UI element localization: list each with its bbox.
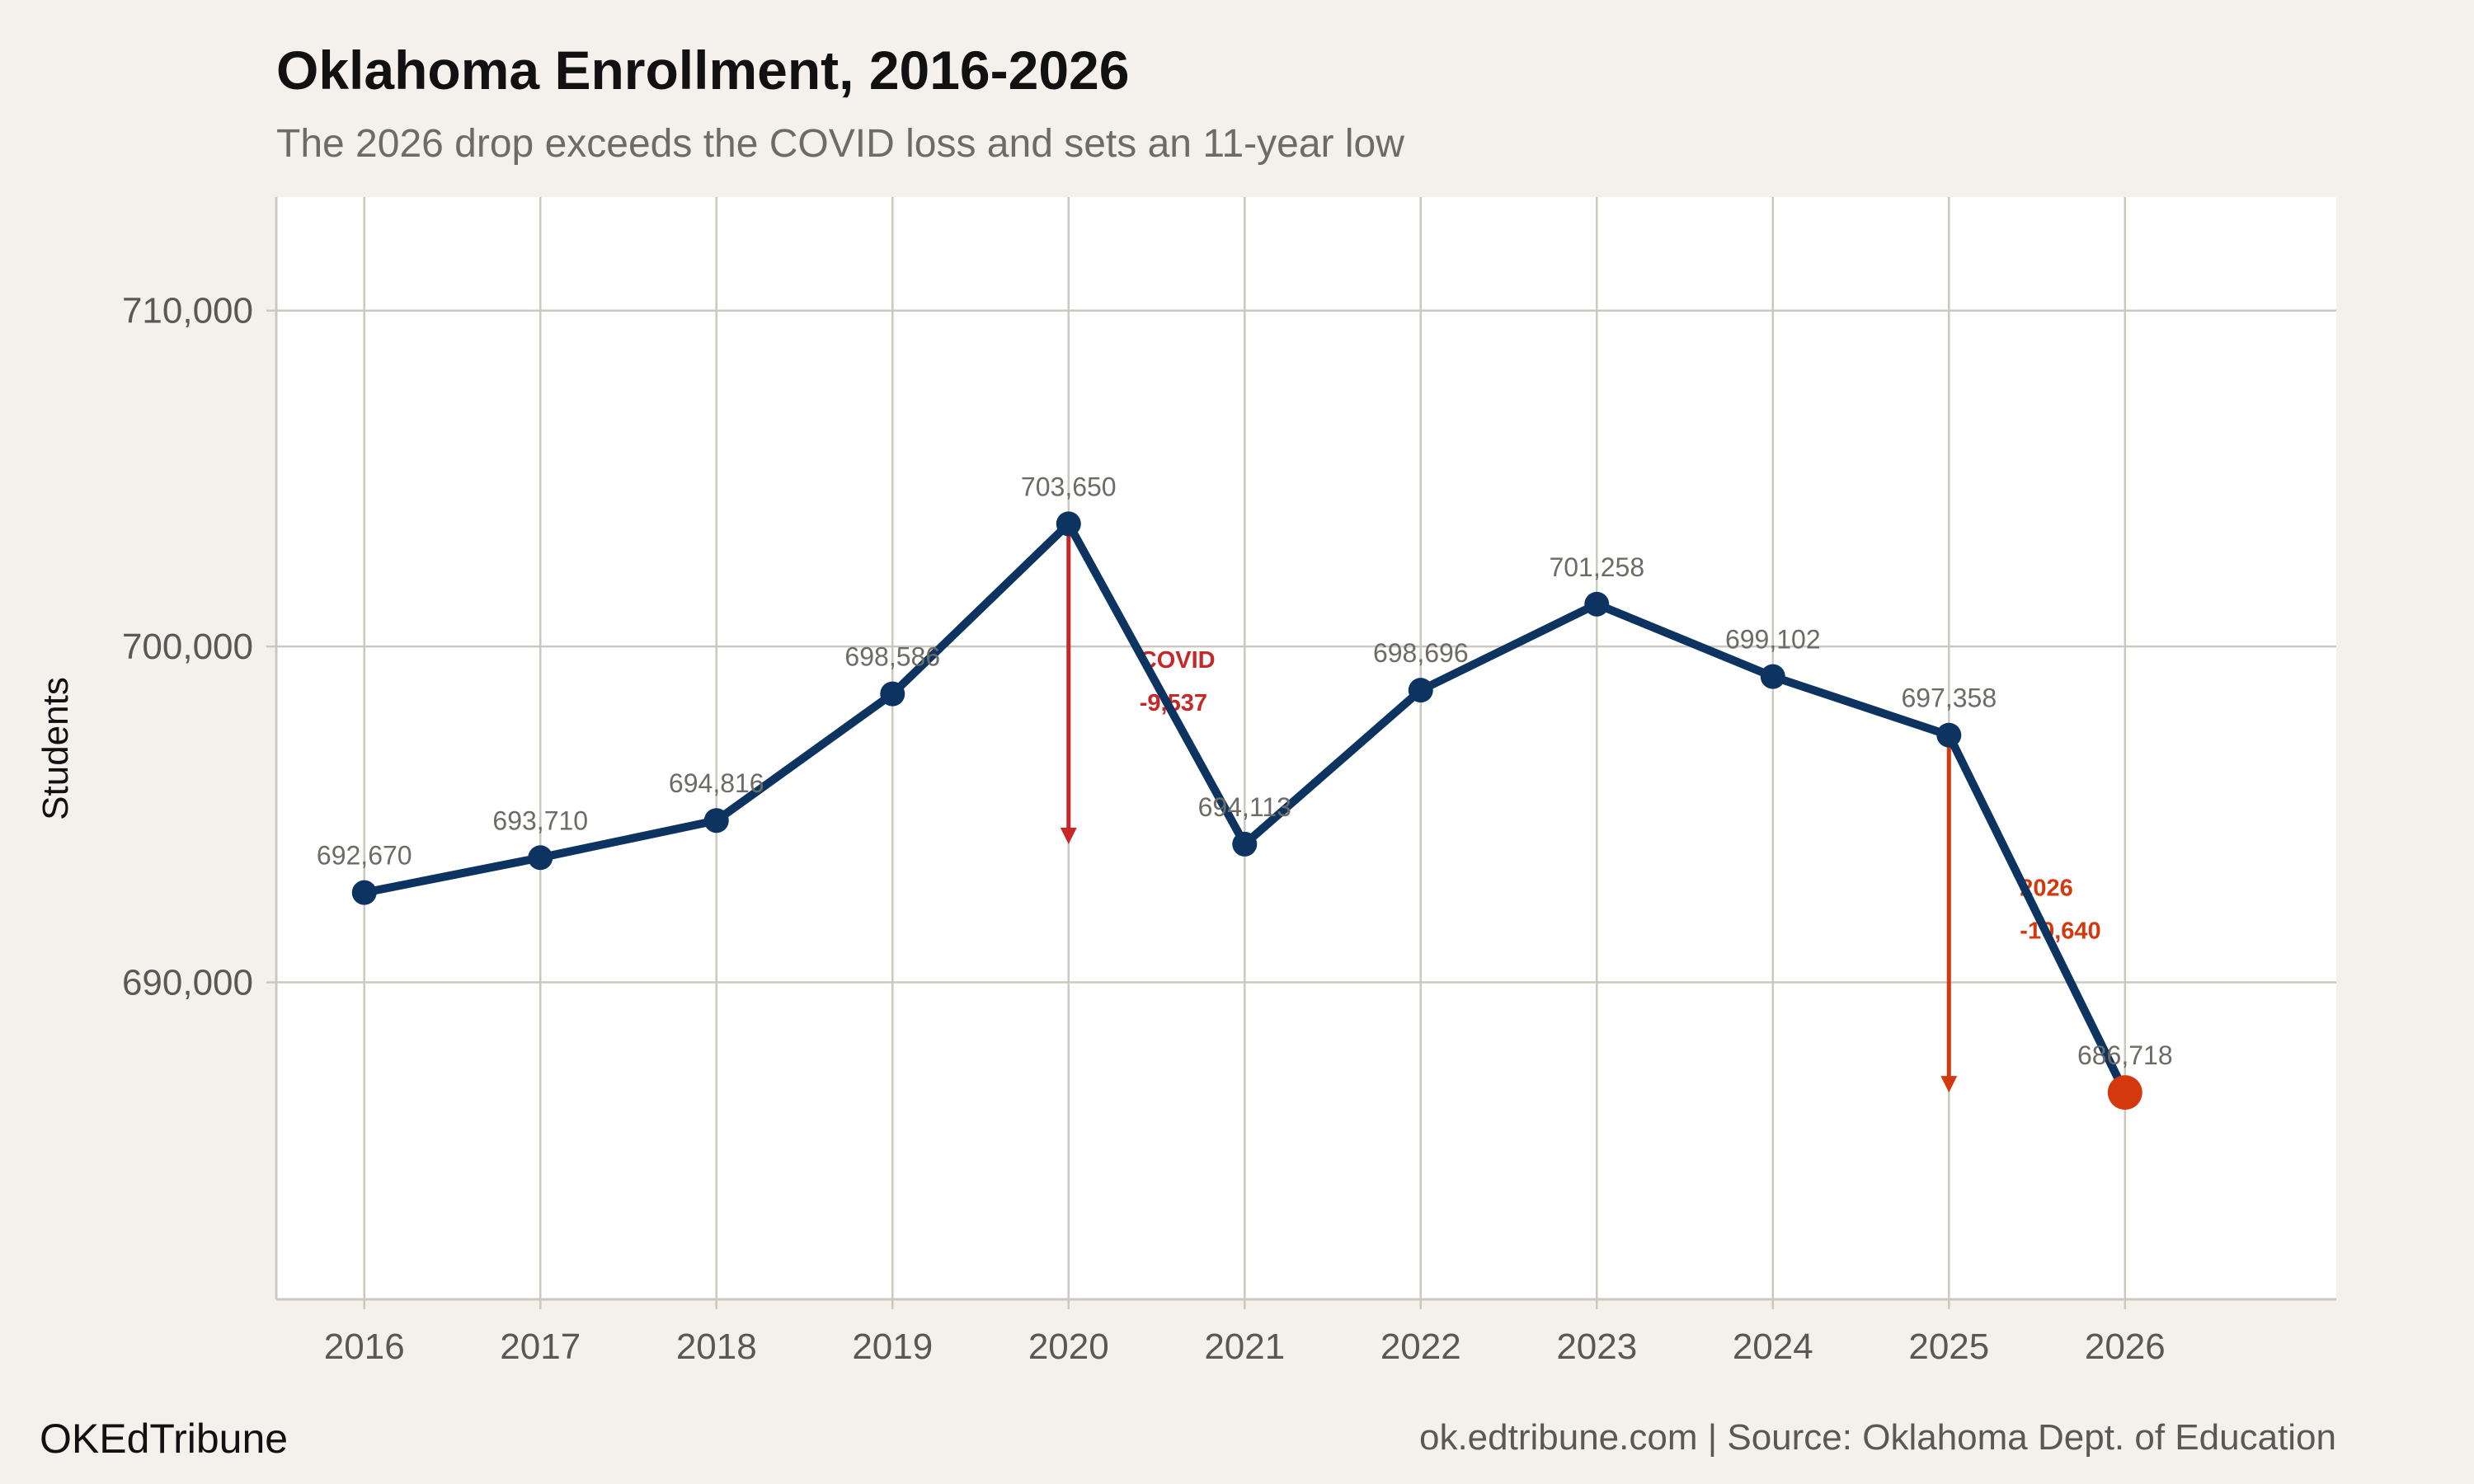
data-label: 703,650 xyxy=(1021,472,1117,501)
data-label: 686,718 xyxy=(2077,1040,2173,1070)
data-point xyxy=(1408,678,1433,703)
data-point xyxy=(1760,664,1785,689)
annotation-value: -10,640 xyxy=(2020,918,2100,945)
plot-panel xyxy=(276,197,2336,1299)
highlight-point xyxy=(2107,1075,2142,1111)
y-axis-label: Students xyxy=(35,677,76,820)
annotation-arrowhead xyxy=(1940,1076,1958,1093)
data-point xyxy=(1232,831,1258,857)
data-point xyxy=(1936,722,1962,748)
data-point xyxy=(528,845,553,871)
y-tick-label: 700,000 xyxy=(122,627,253,667)
data-point xyxy=(351,880,377,905)
enrollment-series: 692,670 693,710 694,816 698,586 703,650 694,1… xyxy=(317,472,2173,1111)
x-tick-label: 2016 xyxy=(324,1327,405,1367)
chart-title: Oklahoma Enrollment, 2016-2026 xyxy=(276,40,1129,101)
annotation-arrowhead xyxy=(1060,827,1077,844)
x-tick-label: 2025 xyxy=(1908,1327,1989,1367)
x-tick-label: 2021 xyxy=(1204,1327,1285,1367)
data-point xyxy=(1056,511,1081,537)
data-point xyxy=(1584,591,1610,617)
data-label: 694,113 xyxy=(1198,792,1291,822)
x-tick-label: 2020 xyxy=(1028,1327,1109,1367)
data-label: 698,696 xyxy=(1373,638,1469,668)
data-label: 697,358 xyxy=(1901,683,1997,713)
chart-subtitle: The 2026 drop exceeds the COVID loss and… xyxy=(276,122,1404,166)
y-tick-label: 710,000 xyxy=(122,291,253,331)
x-tick-label: 2026 xyxy=(2085,1327,2166,1367)
x-tick-label: 2022 xyxy=(1380,1327,1461,1367)
x-tick-label: 2024 xyxy=(1733,1327,1813,1367)
data-label: 692,670 xyxy=(317,841,412,871)
data-label: 693,710 xyxy=(492,805,588,835)
y-tick-label: 690,000 xyxy=(122,962,253,1003)
source-note: ok.edtribune.com | Source: Oklahoma Dept… xyxy=(1419,1417,2336,1458)
x-tick-label: 2023 xyxy=(1556,1327,1637,1367)
x-tick-label: 2019 xyxy=(852,1327,933,1367)
data-label: 699,102 xyxy=(1725,625,1821,655)
data-point xyxy=(703,808,729,834)
data-label: 701,258 xyxy=(1549,552,1644,582)
brand-logo-text: OKEdTribune xyxy=(40,1416,288,1462)
x-tick-label: 2017 xyxy=(500,1327,581,1367)
data-label: 694,816 xyxy=(669,768,764,798)
data-point xyxy=(880,681,905,707)
x-tick-label: 2018 xyxy=(676,1327,757,1367)
data-label: 698,586 xyxy=(844,642,940,672)
axes: 2016 2017 2018 2019 2020 2021 2022 2023 2024 2025… xyxy=(122,197,2336,1367)
